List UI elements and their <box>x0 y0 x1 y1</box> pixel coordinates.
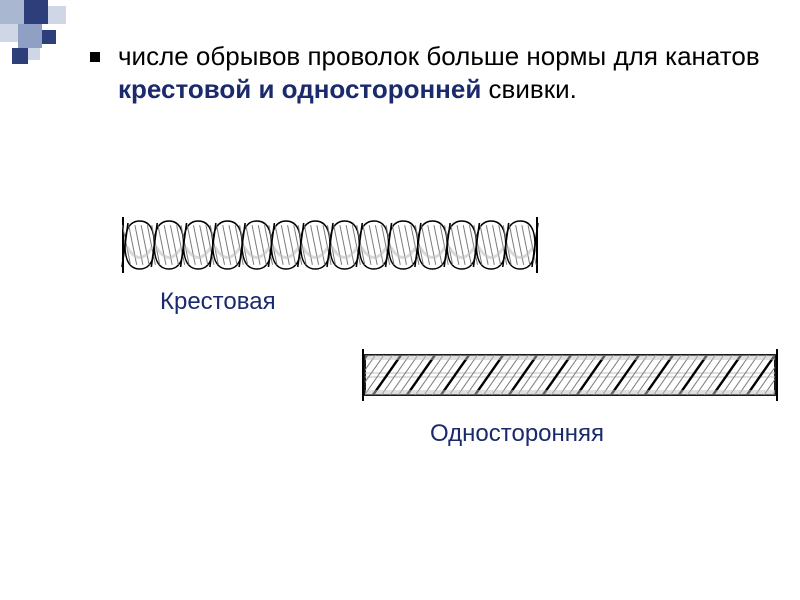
rope-single-diagram <box>355 345 785 405</box>
deco-square <box>24 0 48 24</box>
paragraph-part3: свивки. <box>481 74 577 104</box>
deco-square <box>48 6 66 24</box>
paragraph-text: числе обрывов проволок больше нормы для … <box>118 40 760 105</box>
deco-square <box>0 0 24 24</box>
deco-square <box>42 30 56 44</box>
rope-single-svg <box>355 345 785 405</box>
deco-square <box>28 48 40 60</box>
deco-square <box>12 48 28 64</box>
slide-content: числе обрывов проволок больше нормы для … <box>90 40 760 105</box>
rope-cross-svg <box>115 215 545 275</box>
rope-cross-label: Крестовая <box>160 288 276 316</box>
bullet-square-icon <box>90 52 100 62</box>
paragraph-part1: числе обрывов проволок больше нормы для … <box>118 41 760 71</box>
paragraph-bold: крестовой и односторонней <box>118 74 481 104</box>
deco-square <box>0 24 18 42</box>
rope-single-label: Односторонняя <box>430 420 604 448</box>
bullet-paragraph: числе обрывов проволок больше нормы для … <box>90 40 760 105</box>
deco-square <box>18 24 42 48</box>
rope-cross-diagram <box>115 215 545 275</box>
